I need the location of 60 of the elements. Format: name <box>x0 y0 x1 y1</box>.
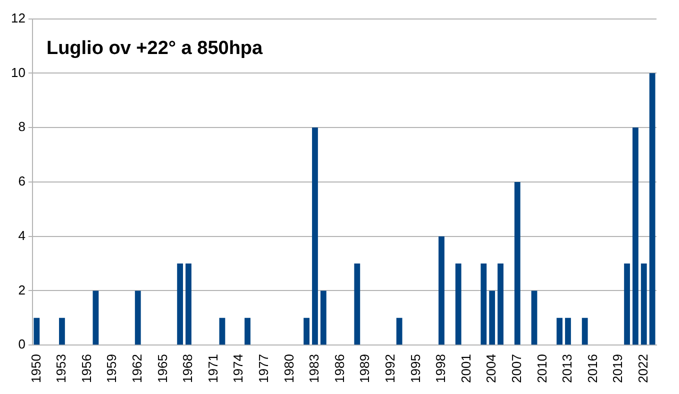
bar <box>304 318 310 345</box>
x-tick-label: 1956 <box>78 354 94 383</box>
x-tick-label: 2001 <box>458 354 474 383</box>
x-tick-label: 1965 <box>154 354 170 383</box>
bar <box>649 73 656 345</box>
bar <box>455 264 462 345</box>
x-tick-label: 2022 <box>635 354 650 383</box>
x-tick-label: 2007 <box>508 354 524 383</box>
bar <box>244 318 250 345</box>
x-tick-label: 1953 <box>54 354 69 383</box>
text: Luglio ov +22° a 850hpa <box>46 38 264 60</box>
y-tick-label: 12 <box>10 10 26 26</box>
bar <box>624 264 630 345</box>
y-tick-label: 6 <box>18 174 26 189</box>
bar <box>531 290 538 345</box>
bar <box>92 290 99 345</box>
x-tick-label: 1989 <box>357 354 372 383</box>
x-tick-label: 1968 <box>180 354 196 383</box>
x-tick-label: 2013 <box>560 354 575 383</box>
x-tick-label: 1974 <box>230 354 246 383</box>
bar <box>34 318 40 345</box>
bar <box>312 128 318 345</box>
bar <box>219 318 226 345</box>
x-tick-label: 1977 <box>256 354 271 383</box>
bar <box>556 318 563 345</box>
bar <box>177 264 183 345</box>
y-tick-label: 0 <box>18 336 26 352</box>
x-tick-label: 1980 <box>281 354 296 383</box>
y-tick-label: 2 <box>18 282 26 298</box>
x-tick-label: 1995 <box>408 354 423 383</box>
bar <box>640 264 647 345</box>
y-tick-label: 8 <box>18 119 26 134</box>
x-tick-label: 1959 <box>104 354 120 383</box>
y-tick-label: 4 <box>18 228 26 243</box>
x-tick-label: 1986 <box>332 354 347 383</box>
bar <box>489 290 496 345</box>
bar <box>320 290 326 345</box>
x-tick-label: 1998 <box>433 354 448 383</box>
bar <box>480 264 487 345</box>
x-tick-label: 1992 <box>382 354 398 383</box>
x-tick-label: 2010 <box>534 354 550 383</box>
bar <box>565 318 571 345</box>
x-tick-label: 2019 <box>610 354 626 383</box>
x-tick-label: 2004 <box>484 354 499 383</box>
x-tick-label: 1950 <box>28 354 44 383</box>
bar <box>632 128 638 345</box>
x-tick-label: 1962 <box>129 354 144 383</box>
bar <box>59 318 65 345</box>
x-tick-label: 2016 <box>584 354 600 383</box>
bar <box>354 264 360 345</box>
bar <box>514 182 520 345</box>
bar <box>396 318 402 345</box>
bar <box>582 318 588 345</box>
bar <box>186 264 192 345</box>
bar <box>498 264 504 345</box>
bar <box>438 236 444 345</box>
x-tick-label: 1983 <box>306 354 322 383</box>
y-tick-label: 10 <box>10 64 26 80</box>
bar <box>134 290 141 345</box>
x-tick-label: 1971 <box>205 354 220 383</box>
